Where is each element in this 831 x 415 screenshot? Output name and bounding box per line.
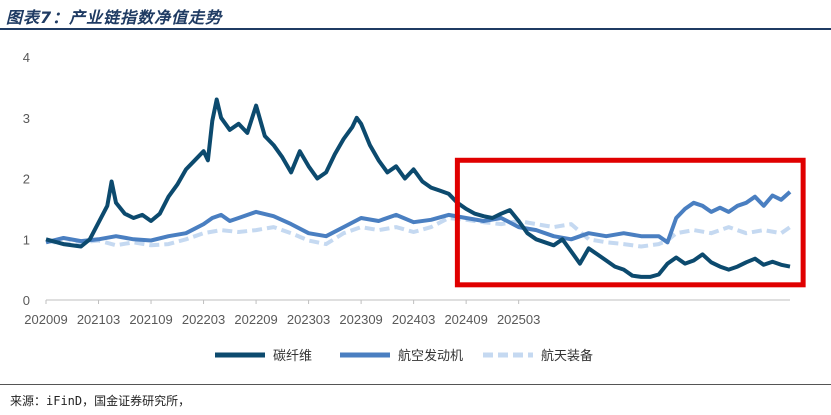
x-axis: 202009 202103 202109 202203 202209 202303 2023… xyxy=(24,300,540,327)
x-tick-label: 202409 xyxy=(444,312,487,327)
footer-rule xyxy=(0,384,831,385)
series-line-3 xyxy=(45,216,792,249)
chart-title: 图表7：产业链指数净值走势 xyxy=(6,8,223,27)
series-line-2 xyxy=(45,190,792,245)
x-tick-label: 202009 xyxy=(24,312,67,327)
x-tick-label: 202109 xyxy=(129,312,172,327)
x-tick-label: 202203 xyxy=(182,312,225,327)
highlight-box xyxy=(454,157,806,288)
x-tick-label: 202303 xyxy=(287,312,330,327)
y-tick-label: 4 xyxy=(23,50,30,65)
legend-label-1: 碳纤维 xyxy=(273,349,312,364)
y-tick-label: 3 xyxy=(23,111,30,126)
y-tick-label: 2 xyxy=(23,172,30,187)
y-tick-label: 1 xyxy=(23,232,30,247)
y-axis: 0 1 2 3 4 xyxy=(23,50,30,308)
series-line-1 xyxy=(45,97,791,279)
legend-label-3: 航天装备 xyxy=(541,348,593,364)
x-tick-label: 202209 xyxy=(234,312,277,327)
x-tick-label: 202103 xyxy=(77,312,120,327)
x-tick-label: 202403 xyxy=(392,312,435,327)
legend-label-2: 航空发动机 xyxy=(398,348,463,364)
series-lines xyxy=(45,97,792,279)
title-rule xyxy=(0,28,831,30)
legend: 碳纤维 航空发动机 航天装备 xyxy=(215,348,593,364)
x-tick-label: 202309 xyxy=(339,312,382,327)
y-tick-label: 0 xyxy=(23,293,30,308)
source-note: 来源：iFinD，国金证券研究所， xyxy=(10,394,191,408)
x-tick-label: 202503 xyxy=(497,312,540,327)
